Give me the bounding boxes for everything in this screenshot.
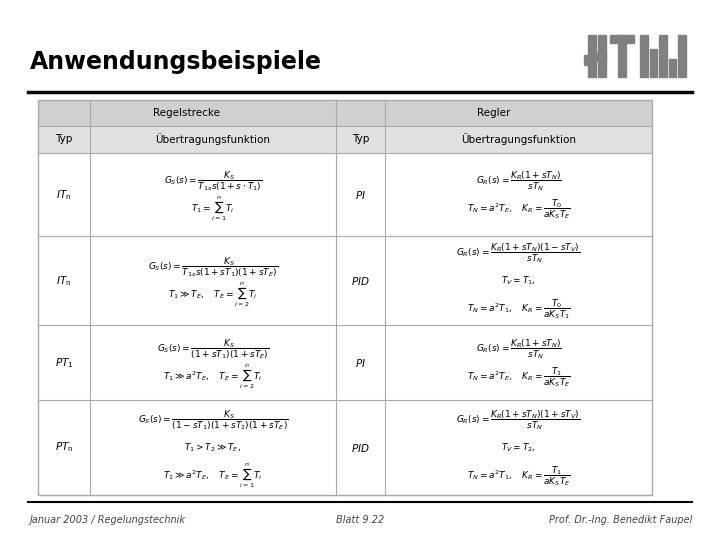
Bar [588, 35, 596, 77]
Text: $T_N = a^2 T_1, \quad K_R = \dfrac{T_0}{aK_S T_1}$: $T_N = a^2 T_1, \quad K_R = \dfrac{T_0}{… [467, 297, 570, 321]
Text: Regler: Regler [477, 108, 510, 118]
Text: $PI$: $PI$ [355, 189, 366, 201]
Text: Übertragungsfunktion: Übertragungsfunktion [156, 133, 271, 145]
Text: $G_S(s) = \dfrac{K_S}{T_{1s}s(1+sT_1)(1+sT_E)}$: $G_S(s) = \dfrac{K_S}{T_{1s}s(1+sT_1)(1+… [148, 255, 278, 279]
Text: $T_N = a^2 T_E, \quad K_R = \dfrac{T_0}{aK_S T_E}$: $T_N = a^2 T_E, \quad K_R = \dfrac{T_0}{… [467, 197, 570, 221]
Text: $T_V = T_1,$: $T_V = T_1,$ [501, 274, 536, 287]
Text: $G_R(s) = \dfrac{K_R(1+sT_N)(1+sT_V)}{sT_N}$: $G_R(s) = \dfrac{K_R(1+sT_N)(1+sT_V)}{sT… [456, 408, 580, 431]
Text: $PID$: $PID$ [351, 275, 370, 287]
Text: $T_1 > T_2 \gg T_E,$: $T_1 > T_2 \gg T_E,$ [184, 441, 241, 454]
Text: $IT_\mathrm{n}$: $IT_\mathrm{n}$ [56, 274, 72, 288]
Bar [618, 35, 626, 77]
Text: $G_R(s) = \dfrac{K_R(1+sT_N)(1-sT_V)}{sT_N}$: $G_R(s) = \dfrac{K_R(1+sT_N)(1-sT_V)}{sT… [456, 241, 580, 265]
Bar [588, 53, 606, 61]
Text: Übertragungsfunktion: Übertragungsfunktion [461, 133, 576, 145]
Bar [38, 126, 652, 153]
Bar [678, 35, 686, 77]
Text: Prof. Dr.-Ing. Benedikt Faupel: Prof. Dr.-Ing. Benedikt Faupel [549, 515, 692, 525]
Text: $G_R(s) = \dfrac{K_R(1+sT_N)}{sT_N}$: $G_R(s) = \dfrac{K_R(1+sT_N)}{sT_N}$ [475, 337, 562, 361]
Bar [640, 35, 648, 77]
Bar [584, 55, 588, 65]
Text: Typ: Typ [55, 134, 73, 145]
Bar [610, 35, 634, 43]
Text: $T_V = T_2,$: $T_V = T_2,$ [501, 441, 536, 454]
Text: Blatt 9.22: Blatt 9.22 [336, 515, 384, 525]
Text: $T_1 \gg T_E, \quad T_E = \sum_{i=2}^{n} T_i$: $T_1 \gg T_E, \quad T_E = \sum_{i=2}^{n}… [168, 280, 258, 309]
Text: Regelstrecke: Regelstrecke [153, 108, 220, 118]
Text: $PT_\mathrm{1}$: $PT_\mathrm{1}$ [55, 356, 73, 369]
Text: $PID$: $PID$ [351, 442, 370, 454]
Bar [38, 100, 652, 495]
Text: $IT_\mathrm{n}$: $IT_\mathrm{n}$ [56, 188, 72, 202]
Bar [38, 153, 652, 495]
Text: $G_S(s) = \dfrac{K_S}{(1+sT_1)(1+sT_E)}$: $G_S(s) = \dfrac{K_S}{(1+sT_1)(1+sT_E)}$ [157, 337, 269, 361]
Text: Typ: Typ [351, 134, 369, 145]
Text: $G_R(s) = \dfrac{K_R(1+sT_N)}{sT_N}$: $G_R(s) = \dfrac{K_R(1+sT_N)}{sT_N}$ [475, 169, 562, 193]
Text: $T_N = a^2 T_1, \quad K_R = \dfrac{T_1}{aK_S T_E}$: $T_N = a^2 T_1, \quad K_R = \dfrac{T_1}{… [467, 464, 570, 488]
Bar [598, 35, 606, 77]
Bar [38, 100, 652, 126]
Text: $T_N = a^2 T_E, \quad K_R = \dfrac{T_1}{aK_S T_E}$: $T_N = a^2 T_E, \quad K_R = \dfrac{T_1}{… [467, 364, 570, 389]
Text: $G_S(s) = \dfrac{K_S}{(1-sT_1)(1+sT_2)(1+sT_E)}$: $G_S(s) = \dfrac{K_S}{(1-sT_1)(1+sT_2)(1… [138, 408, 288, 431]
Text: Januar 2003 / Regelungstechnik: Januar 2003 / Regelungstechnik [30, 515, 186, 525]
Bar [659, 35, 667, 77]
Text: $T_1 \gg a^2 T_E, \quad T_E = \sum_{i=2}^{n} T_i$: $T_1 \gg a^2 T_E, \quad T_E = \sum_{i=2}… [163, 362, 263, 391]
Text: $PI$: $PI$ [355, 357, 366, 369]
Text: $T_1 \gg a^2 T_E, \quad T_E = \sum_{i=1}^{n} T_i$: $T_1 \gg a^2 T_E, \quad T_E = \sum_{i=1}… [163, 461, 263, 490]
Bar [650, 49, 657, 77]
Bar [669, 59, 676, 77]
Text: $PT_\mathrm{n}$: $PT_\mathrm{n}$ [55, 441, 73, 455]
Text: Anwendungsbeispiele: Anwendungsbeispiele [30, 50, 322, 74]
Text: $T_{1} = \sum_{i=1}^{n} T_i$: $T_{1} = \sum_{i=1}^{n} T_i$ [192, 194, 235, 223]
Text: $G_S(s) = \dfrac{K_S}{T_{1s}s(1+s \cdot T_{1})}$: $G_S(s) = \dfrac{K_S}{T_{1s}s(1+s \cdot … [164, 169, 262, 193]
